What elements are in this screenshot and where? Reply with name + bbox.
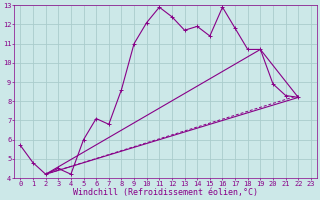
X-axis label: Windchill (Refroidissement éolien,°C): Windchill (Refroidissement éolien,°C) — [73, 188, 258, 197]
